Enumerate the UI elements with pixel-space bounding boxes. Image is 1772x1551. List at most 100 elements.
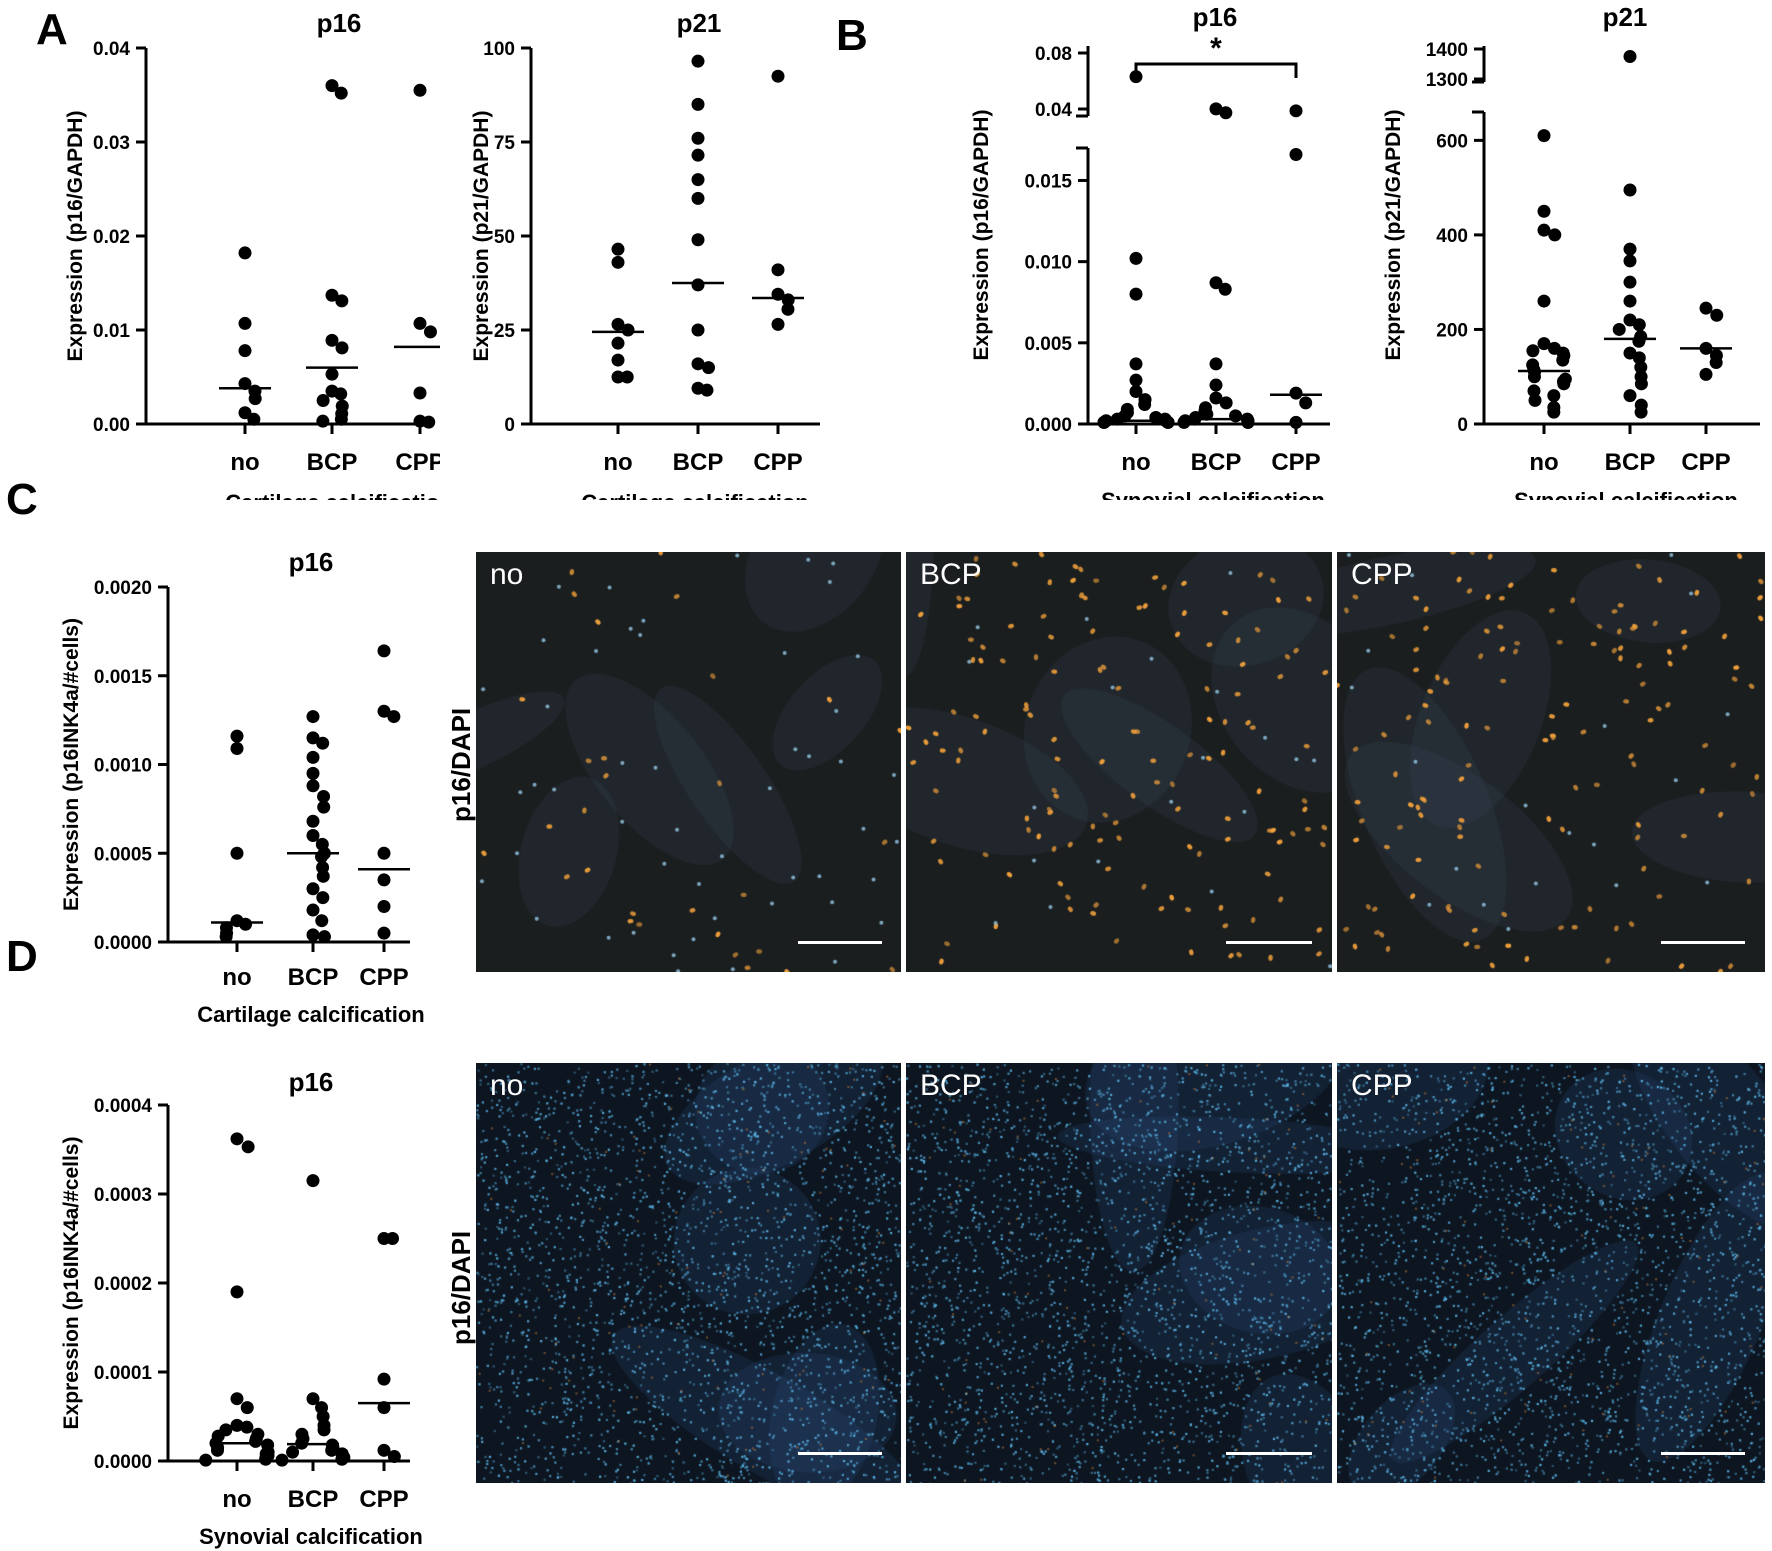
x-tick-label-cpp: CPP [395, 449, 440, 476]
micrograph-label: no [490, 558, 524, 591]
x-axis-label: Cartilage calcification [197, 1002, 424, 1027]
scale-bar [1661, 1452, 1745, 1455]
x-tick-label-no: no [222, 1486, 251, 1513]
y-tick-label: 1400 [1426, 40, 1468, 61]
y-tick-label: 0.0010 [94, 756, 152, 777]
significance-marker: * [1210, 32, 1222, 65]
data-point [386, 1232, 400, 1245]
data-point [230, 729, 244, 743]
data-point [240, 1420, 254, 1434]
data-point [248, 392, 262, 406]
x-tick-label-cpp: CPP [1681, 449, 1730, 476]
data-point [1623, 242, 1637, 256]
data-point [1209, 378, 1223, 392]
data-point [702, 361, 716, 375]
scatter-chart-c-p16: p16 Expression (p16INK4a/#cells) Cartilage… [60, 547, 425, 1027]
data-point [1623, 50, 1637, 63]
chart-title: p16 [1193, 2, 1238, 32]
data-point [1129, 251, 1143, 265]
data-point [377, 644, 391, 658]
data-point [1537, 294, 1551, 308]
data-point [1537, 129, 1551, 143]
data-point [334, 86, 348, 100]
y-tick-label: 75 [494, 133, 516, 154]
y-tick-label: 0.015 [1024, 171, 1072, 192]
data-point [325, 288, 339, 302]
y-tick-label: 0.03 [93, 133, 130, 154]
data-point [691, 233, 705, 247]
data-point [387, 1450, 401, 1464]
data-point [1547, 405, 1561, 419]
data-point [306, 928, 320, 942]
data-point [325, 79, 339, 93]
data-point [317, 930, 331, 944]
x-tick-label-no: no [1529, 449, 1558, 476]
data-point [1289, 104, 1303, 118]
data-point [1612, 322, 1626, 336]
data-point [1537, 337, 1551, 351]
data-point [413, 83, 427, 97]
data-point [1219, 106, 1233, 120]
data-point [377, 704, 391, 718]
data-point [1634, 405, 1648, 419]
data-point [335, 294, 349, 308]
data-point [691, 357, 705, 371]
scale-bar [1226, 941, 1312, 944]
micrograph-label: no [490, 1069, 524, 1102]
data-point [317, 1423, 331, 1437]
data-point [1623, 254, 1637, 268]
data-point [1209, 102, 1223, 116]
data-point [620, 370, 634, 384]
data-point [1129, 287, 1143, 301]
data-point [238, 316, 252, 330]
chart-title: p16 [289, 1067, 334, 1097]
x-tick-label-bcp: BCP [1191, 449, 1242, 476]
data-point [1129, 385, 1143, 399]
data-point [611, 353, 625, 367]
data-point [325, 367, 339, 381]
data-point [241, 1140, 255, 1154]
data-point [691, 148, 705, 162]
x-axis-label: Cartilage calcification [581, 490, 808, 500]
data-point [316, 891, 330, 905]
data-point [238, 377, 252, 391]
data-point [1632, 318, 1646, 332]
micrograph-label: BCP [920, 558, 982, 591]
data-point [1289, 386, 1303, 400]
data-point [238, 246, 252, 260]
y-tick-label: 0 [504, 415, 515, 436]
micrograph-synovial-no: no [476, 1063, 901, 1483]
y-tick-label: 0.0015 [94, 667, 153, 688]
data-point [691, 278, 705, 292]
data-point [1709, 356, 1723, 370]
stain-label-d: p16/DAPI [446, 1230, 476, 1345]
y-axis-label: Expression (p16INK4a/#cells) [60, 1137, 83, 1430]
data-point [306, 710, 320, 724]
data-point [317, 789, 331, 803]
micrograph-synovial-bcp: BCP [906, 1063, 1332, 1483]
data-point [691, 173, 705, 187]
x-tick-label-bcp: BCP [1605, 449, 1656, 476]
x-axis-label: Synovial calcification [1514, 488, 1738, 500]
data-point [1129, 357, 1143, 371]
y-tick-label: 0.0005 [94, 844, 153, 865]
data-point [238, 406, 252, 420]
data-point [1623, 294, 1637, 308]
data-point [1209, 276, 1223, 290]
micrograph-label: CPP [1351, 1069, 1413, 1102]
data-point [306, 903, 320, 917]
micrograph-cartilage-cpp: CPP [1337, 552, 1765, 972]
data-point [316, 414, 330, 428]
data-point [387, 710, 401, 724]
data-point [230, 1132, 244, 1146]
data-point [239, 917, 253, 931]
x-tick-label-cpp: CPP [753, 449, 802, 476]
y-axis-label: Expression (p16INK4a/#cells) [60, 618, 83, 911]
x-tick-label-cpp: CPP [359, 964, 408, 991]
data-point [1537, 204, 1551, 218]
data-point [1129, 373, 1143, 387]
data-point [1634, 360, 1648, 374]
data-point [1299, 396, 1313, 410]
scale-bar [798, 941, 882, 944]
data-point [238, 344, 252, 358]
